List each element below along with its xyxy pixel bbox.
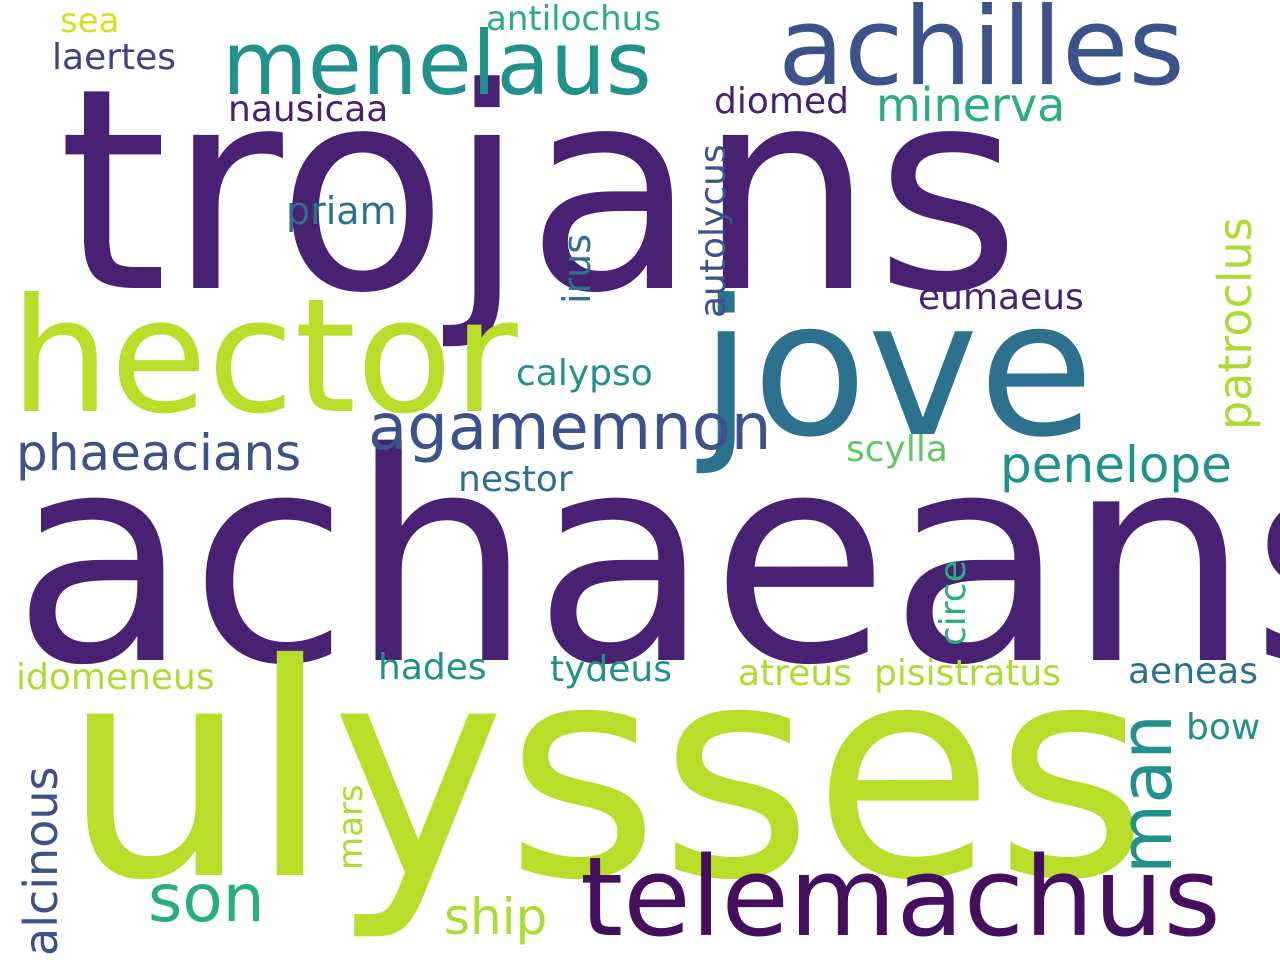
word-diomed: diomed: [714, 81, 849, 122]
word-nestor: nestor: [458, 459, 573, 500]
word-jove: jove: [700, 260, 1095, 479]
word-circe: circe: [933, 560, 974, 646]
word-nausicaa: nausicaa: [228, 89, 389, 130]
word-irus: irus: [555, 233, 599, 304]
word-bow: bow: [1186, 707, 1261, 748]
word-priam: priam: [286, 189, 397, 233]
word-trojans: trojans: [58, 29, 1021, 355]
word-alcinous: alcinous: [14, 766, 68, 956]
word-penelope: penelope: [1000, 436, 1232, 494]
word-calypso: calypso: [516, 353, 653, 394]
word-achilles: achilles: [778, 0, 1185, 110]
word-pisistratus: pisistratus: [874, 653, 1062, 694]
word-hades: hades: [378, 647, 487, 688]
word-idomeneus: idomeneus: [16, 657, 215, 698]
word-minerva: minerva: [876, 78, 1066, 132]
word-laertes: laertes: [52, 37, 177, 78]
word-agamemnon: agamemnon: [368, 391, 772, 465]
word-ship: ship: [444, 888, 548, 946]
word-sea: sea: [60, 1, 120, 41]
word-hector: hector: [10, 265, 518, 449]
word-mars: mars: [331, 784, 371, 870]
word-son: son: [148, 860, 265, 937]
word-man: man: [1104, 714, 1188, 874]
word-antilochus: antilochus: [486, 0, 661, 39]
word-aeneas: aeneas: [1128, 651, 1258, 692]
word-scylla: scylla: [846, 429, 948, 470]
word-eumaeus: eumaeus: [918, 277, 1084, 318]
word-menelaus: menelaus: [222, 12, 652, 115]
word-atreus: atreus: [738, 653, 852, 694]
word-achaeans: achaeans: [12, 392, 1280, 729]
word-phaeacians: phaeacians: [16, 424, 302, 482]
word-autolycus: autolycus: [693, 144, 734, 318]
word-tydeus: tydeus: [550, 649, 672, 690]
word-telemachus: telemachus: [580, 833, 1221, 960]
word-ulysses: ulysses: [62, 601, 1149, 945]
word-patroclus: patroclus: [1208, 217, 1262, 430]
